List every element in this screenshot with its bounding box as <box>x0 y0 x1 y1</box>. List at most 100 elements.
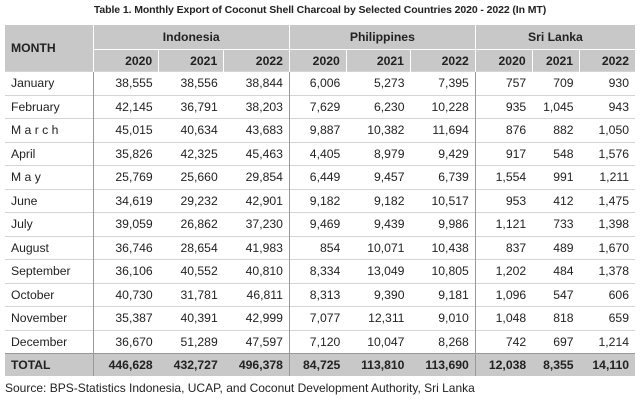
value-cell: 837 <box>474 235 533 260</box>
header-row-years: 2020 2021 2022 2020 2021 2022 2020 2021 … <box>5 49 635 72</box>
year-header: 2022 <box>579 49 635 72</box>
value-cell: 1,202 <box>474 259 533 283</box>
value-cell: 818 <box>532 306 580 330</box>
value-cell: 42,999 <box>223 306 290 330</box>
table-row: October 40,730 31,781 46,811 8,313 9,390 9,181… <box>5 282 635 307</box>
value-cell: 9,429 <box>410 141 476 166</box>
value-cell: 882 <box>532 118 580 142</box>
value-cell: 42,901 <box>223 188 290 213</box>
value-cell: 412 <box>532 188 580 213</box>
value-cell: 25,769 <box>93 165 159 189</box>
value-cell: 40,634 <box>158 118 224 142</box>
value-cell: 31,781 <box>158 282 224 307</box>
value-cell: 484 <box>532 259 580 283</box>
value-cell: 10,071 <box>346 235 411 260</box>
value-cell: 9,182 <box>346 188 411 213</box>
value-cell: 8,313 <box>288 282 347 307</box>
month-cell: December <box>5 329 94 354</box>
value-cell: 8,979 <box>346 141 411 166</box>
year-header: 2021 <box>345 49 411 72</box>
value-cell: 6,449 <box>288 165 347 189</box>
year-header: 2020 <box>92 49 159 72</box>
value-cell: 14,110 <box>579 353 635 376</box>
value-cell: 10,382 <box>346 118 411 142</box>
month-cell: August <box>5 235 94 260</box>
value-cell: 29,854 <box>223 165 290 189</box>
year-header: 2021 <box>531 49 580 72</box>
value-cell: 1,045 <box>532 94 580 119</box>
export-table: MONTH Indonesia Philippines Sri Lanka 20… <box>5 25 635 376</box>
value-cell: 6,230 <box>346 94 411 119</box>
value-cell: 9,887 <box>288 118 347 142</box>
value-cell: 5,273 <box>346 71 411 95</box>
value-cell: 40,730 <box>93 282 159 307</box>
group-header-philippines: Philippines <box>288 25 476 50</box>
value-cell: 854 <box>288 235 347 260</box>
table-title: Table 1. Monthly Export of Coconut Shell… <box>93 4 547 16</box>
group-header-indonesia: Indonesia <box>92 25 290 50</box>
value-cell: 9,390 <box>346 282 411 307</box>
month-cell: October <box>5 282 94 307</box>
value-cell: 26,862 <box>158 212 224 236</box>
value-cell: 11,694 <box>410 118 476 142</box>
value-cell: 45,015 <box>93 118 159 142</box>
value-cell: 876 <box>474 118 533 142</box>
value-cell: 1,211 <box>579 165 635 189</box>
value-cell: 12,038 <box>474 353 533 376</box>
value-cell: 36,670 <box>93 329 159 354</box>
value-cell: 35,826 <box>93 141 159 166</box>
table-row: December 36,670 51,289 47,597 7,120 10,047 8,2… <box>5 329 635 354</box>
value-cell: 25,660 <box>158 165 224 189</box>
header-row-groups: MONTH Indonesia Philippines Sri Lanka <box>5 25 635 72</box>
value-cell: 40,552 <box>158 259 224 283</box>
value-cell: 1,576 <box>579 141 635 166</box>
value-cell: 9,986 <box>410 212 476 236</box>
month-cell: September <box>5 259 94 283</box>
table-row: September 36,106 40,552 40,810 8,334 13,049 10… <box>5 259 635 283</box>
value-cell: 489 <box>532 235 580 260</box>
value-cell: 29,232 <box>158 188 224 213</box>
value-cell: 1,670 <box>579 235 635 260</box>
value-cell: 548 <box>532 141 580 166</box>
value-cell: 1,378 <box>579 259 635 283</box>
table-row: August 36,746 28,654 41,983 854 10,071 10,438 8… <box>5 235 635 260</box>
value-cell: 9,010 <box>410 306 476 330</box>
group-header-sri-lanka: Sri Lanka <box>474 25 635 50</box>
value-cell: 39,059 <box>93 212 159 236</box>
value-cell: 757 <box>474 71 533 95</box>
value-cell: 38,556 <box>158 71 224 95</box>
table-row: July 39,059 26,862 37,230 9,469 9,439 9,986 1,1… <box>5 212 635 236</box>
value-cell: 10,438 <box>410 235 476 260</box>
value-cell: 38,203 <box>223 94 290 119</box>
value-cell: 1,096 <box>474 282 533 307</box>
value-cell: 742 <box>474 329 533 354</box>
value-cell: 9,469 <box>288 212 347 236</box>
table-row: January 38,555 38,556 38,844 6,006 5,273 7,395… <box>5 71 635 95</box>
month-cell: M a r c h <box>5 118 94 142</box>
value-cell: 935 <box>474 94 533 119</box>
value-cell: 9,182 <box>288 188 347 213</box>
table-row: M a y 25,769 25,660 29,854 6,449 9,457 6,739 1,… <box>5 165 635 189</box>
table-body: January 38,555 38,556 38,844 6,006 5,273 7,395… <box>5 71 635 376</box>
table-row: November 35,387 40,391 42,999 7,077 12,311 9,0… <box>5 306 635 330</box>
value-cell: 41,983 <box>223 235 290 260</box>
year-header: 2021 <box>158 49 224 72</box>
value-cell: 37,230 <box>223 212 290 236</box>
value-cell: 9,181 <box>410 282 476 307</box>
value-cell: 42,325 <box>158 141 224 166</box>
value-cell: 9,439 <box>346 212 411 236</box>
value-cell: 36,791 <box>158 94 224 119</box>
value-cell: 8,334 <box>288 259 347 283</box>
month-column-header: MONTH <box>5 25 94 72</box>
value-cell: 8,355 <box>532 353 580 376</box>
value-cell: 46,811 <box>223 282 290 307</box>
value-cell: 10,047 <box>346 329 411 354</box>
value-cell: 943 <box>579 94 635 119</box>
table-row: June 34,619 29,232 42,901 9,182 9,182 10,517 95… <box>5 188 635 213</box>
table-row: February 42,145 36,791 38,203 7,629 6,230 10,2… <box>5 94 635 119</box>
value-cell: 697 <box>532 329 580 354</box>
value-cell: 1,048 <box>474 306 533 330</box>
value-cell: 930 <box>579 71 635 95</box>
table-row: M a r c h 45,015 40,634 43,683 9,887 10,382 11… <box>5 118 635 142</box>
value-cell: 496,378 <box>223 353 290 376</box>
